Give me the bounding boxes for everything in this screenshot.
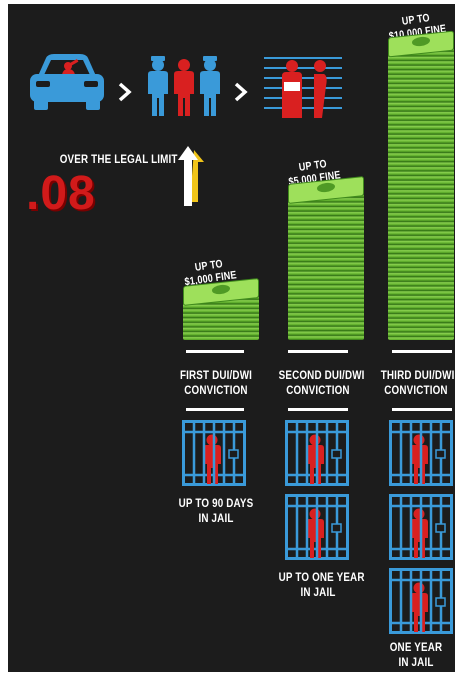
infographic: OVER THE LEGAL LIMIT .08 UP TO $1,000 FIN… <box>8 4 455 672</box>
arrow-up-icon <box>178 146 204 206</box>
chevron-right-icon <box>234 82 248 102</box>
conviction-label-3: THIRD DUI/DWI CONVICTION <box>380 368 455 397</box>
car-icon <box>30 54 104 110</box>
jail-label-2: UP TO ONE YEAR IN JAIL <box>278 570 365 599</box>
money-stack-2 <box>288 176 364 340</box>
jail-cell-icon <box>182 420 246 486</box>
chevron-right-icon <box>118 82 132 102</box>
jail-cell-2a <box>285 420 349 491</box>
jail-cell-icon <box>389 568 453 634</box>
jail-cell-2b <box>285 494 349 565</box>
jail-cell-icon <box>285 494 349 560</box>
divider-2 <box>288 350 348 353</box>
money-stack-1 <box>183 278 259 340</box>
mugshot-icon <box>264 57 342 118</box>
conviction-label-2: SECOND DUI/DWI CONVICTION <box>278 368 365 397</box>
divider-2b <box>288 408 348 411</box>
police-arrest-icon <box>148 56 220 116</box>
jail-label-1: UP TO 90 DAYS IN JAIL <box>178 496 254 525</box>
divider-3b <box>392 408 452 411</box>
conviction-label-1: FIRST DUI/DWI CONVICTION <box>179 368 253 397</box>
jail-cell-3a <box>389 420 453 491</box>
money-stack-3 <box>388 30 454 340</box>
jail-label-3: ONE YEAR IN JAIL <box>389 640 443 669</box>
divider-3 <box>392 350 452 353</box>
jail-cell-icon <box>285 420 349 486</box>
jail-cell-3c <box>389 568 453 639</box>
legal-limit-title: OVER THE LEGAL LIMIT <box>59 152 178 166</box>
divider-1b <box>186 408 244 411</box>
legal-limit-value: .08 <box>26 167 96 220</box>
jail-cell-3b <box>389 494 453 565</box>
divider-1 <box>186 350 244 353</box>
jail-cell-1 <box>182 420 246 491</box>
jail-cell-icon <box>389 420 453 486</box>
jail-cell-icon <box>389 494 453 560</box>
